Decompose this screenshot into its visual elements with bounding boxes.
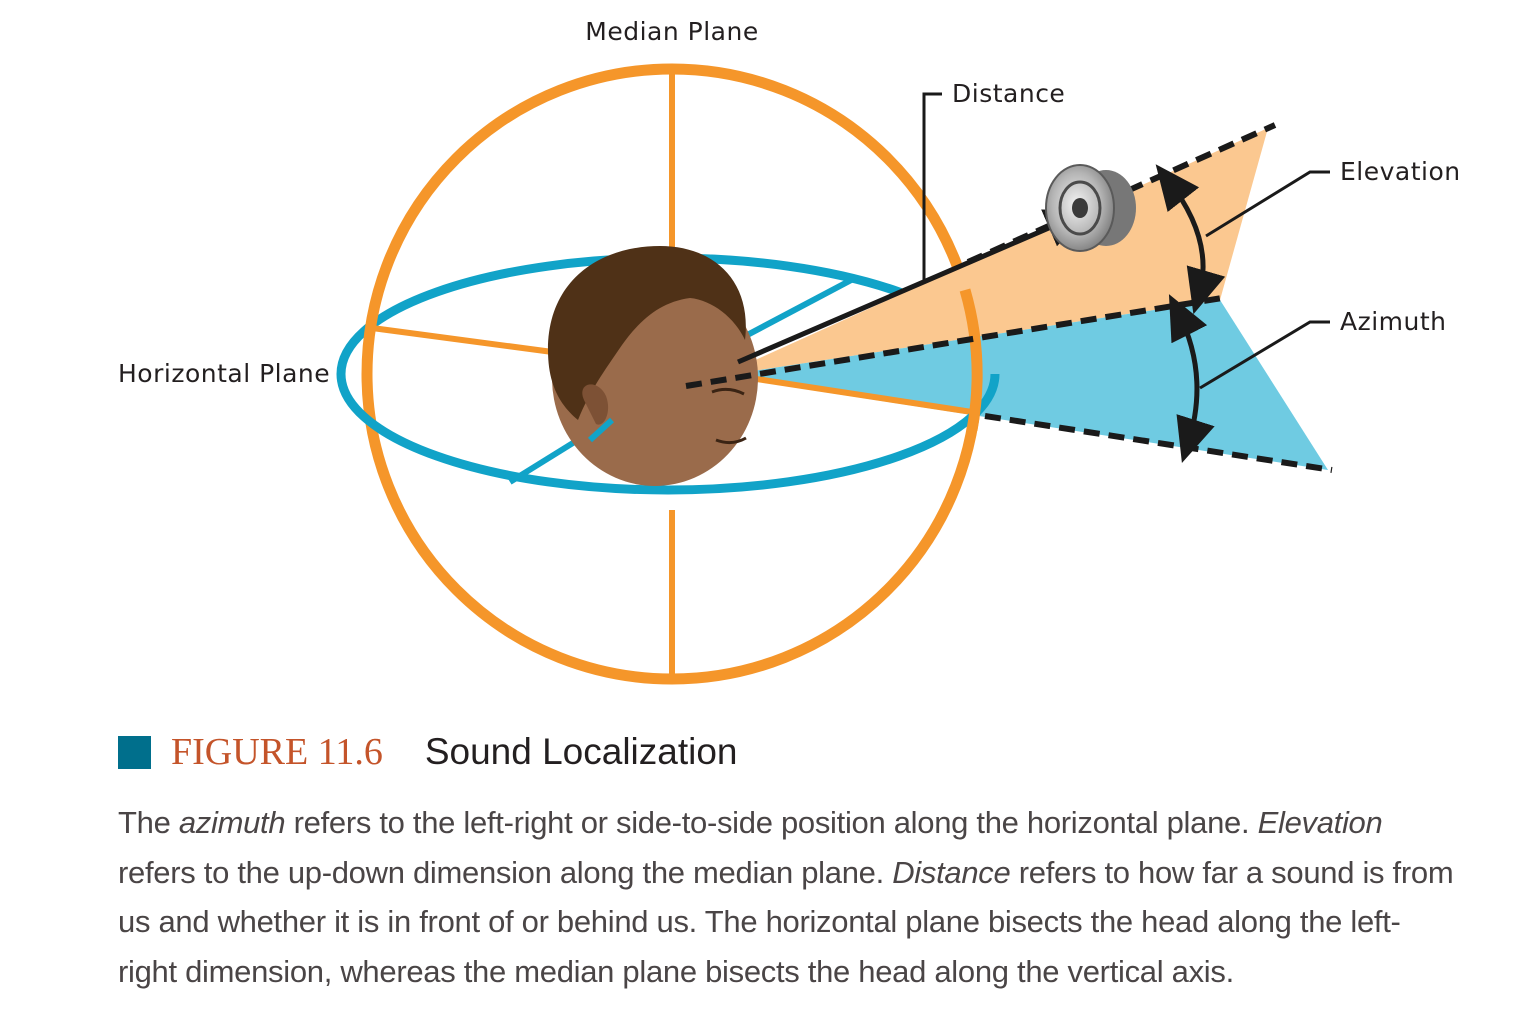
distance-leader-line [922,92,942,280]
elevation-leader-line [1205,170,1330,238]
head-eye [711,387,745,396]
caption-line: right dimension, whereas the median plan… [118,947,1478,997]
elevation-lower-dashed-line [685,295,1223,389]
azimuth-arc-arrow [1168,294,1215,464]
median-plane-label: Median Plane [585,17,758,46]
median-plane-spoke-left [371,325,561,356]
elevation-label: Elevation [1340,157,1461,186]
speaker-icon [1045,164,1136,252]
caption-term: azimuth [178,805,286,840]
horizontal-plane-label: Horizontal Plane [118,359,330,388]
horizontal-plane-front-arc [336,373,1000,495]
distance-label: Distance [952,79,1065,108]
caption-line: The azimuth refers to the left-right or … [118,798,1478,848]
head-icon [548,246,758,486]
caption-text-segment: refers to how far a sound is from [1010,854,1454,890]
head-mouth [715,436,747,445]
median-plane-spoke-right [749,375,973,415]
caption-text-segment: us and whether it is in front of or behi… [118,904,1401,939]
caption-text-segment: refers to the left-right or side-to-side… [285,805,1258,840]
head-ear [582,384,609,425]
caption-line: refers to the up-down dimension along th… [118,848,1478,898]
horizontal-plane-spoke-ear [587,417,615,443]
median-plane-front-arc [959,288,983,431]
figure-number: FIGURE 11.6 [171,731,383,773]
caption-text-segment: right dimension, whereas the median plan… [118,953,1234,989]
azimuth-lower-dashed-line [984,413,1333,473]
distance-vector [737,209,1091,365]
azimuth-leader-line [1199,320,1330,390]
elevation-arc-arrow [1155,164,1226,315]
sound-localization-diagram: Median Plane Horizontal Plane Distance E… [118,17,1461,685]
speaker-ring [1058,180,1102,236]
caption-term: Elevation [1257,805,1383,840]
speaker-dustcap [1072,198,1088,218]
head-hair [548,246,746,420]
figure-caption-header: FIGURE 11.6 Sound Localization [118,728,738,776]
figure-title: Sound Localization [424,731,738,772]
caption-line: us and whether it is in front of or behi… [118,897,1478,947]
caption-text-segment: refers to the up-down dimension along th… [118,854,893,890]
figure-caption-text: The azimuth refers to the left-right or … [118,798,1478,996]
caption-term: Distance [892,854,1011,890]
azimuth-label: Azimuth [1340,307,1447,336]
figure-marker-square [118,735,151,769]
caption-text-segment: The [118,805,179,840]
